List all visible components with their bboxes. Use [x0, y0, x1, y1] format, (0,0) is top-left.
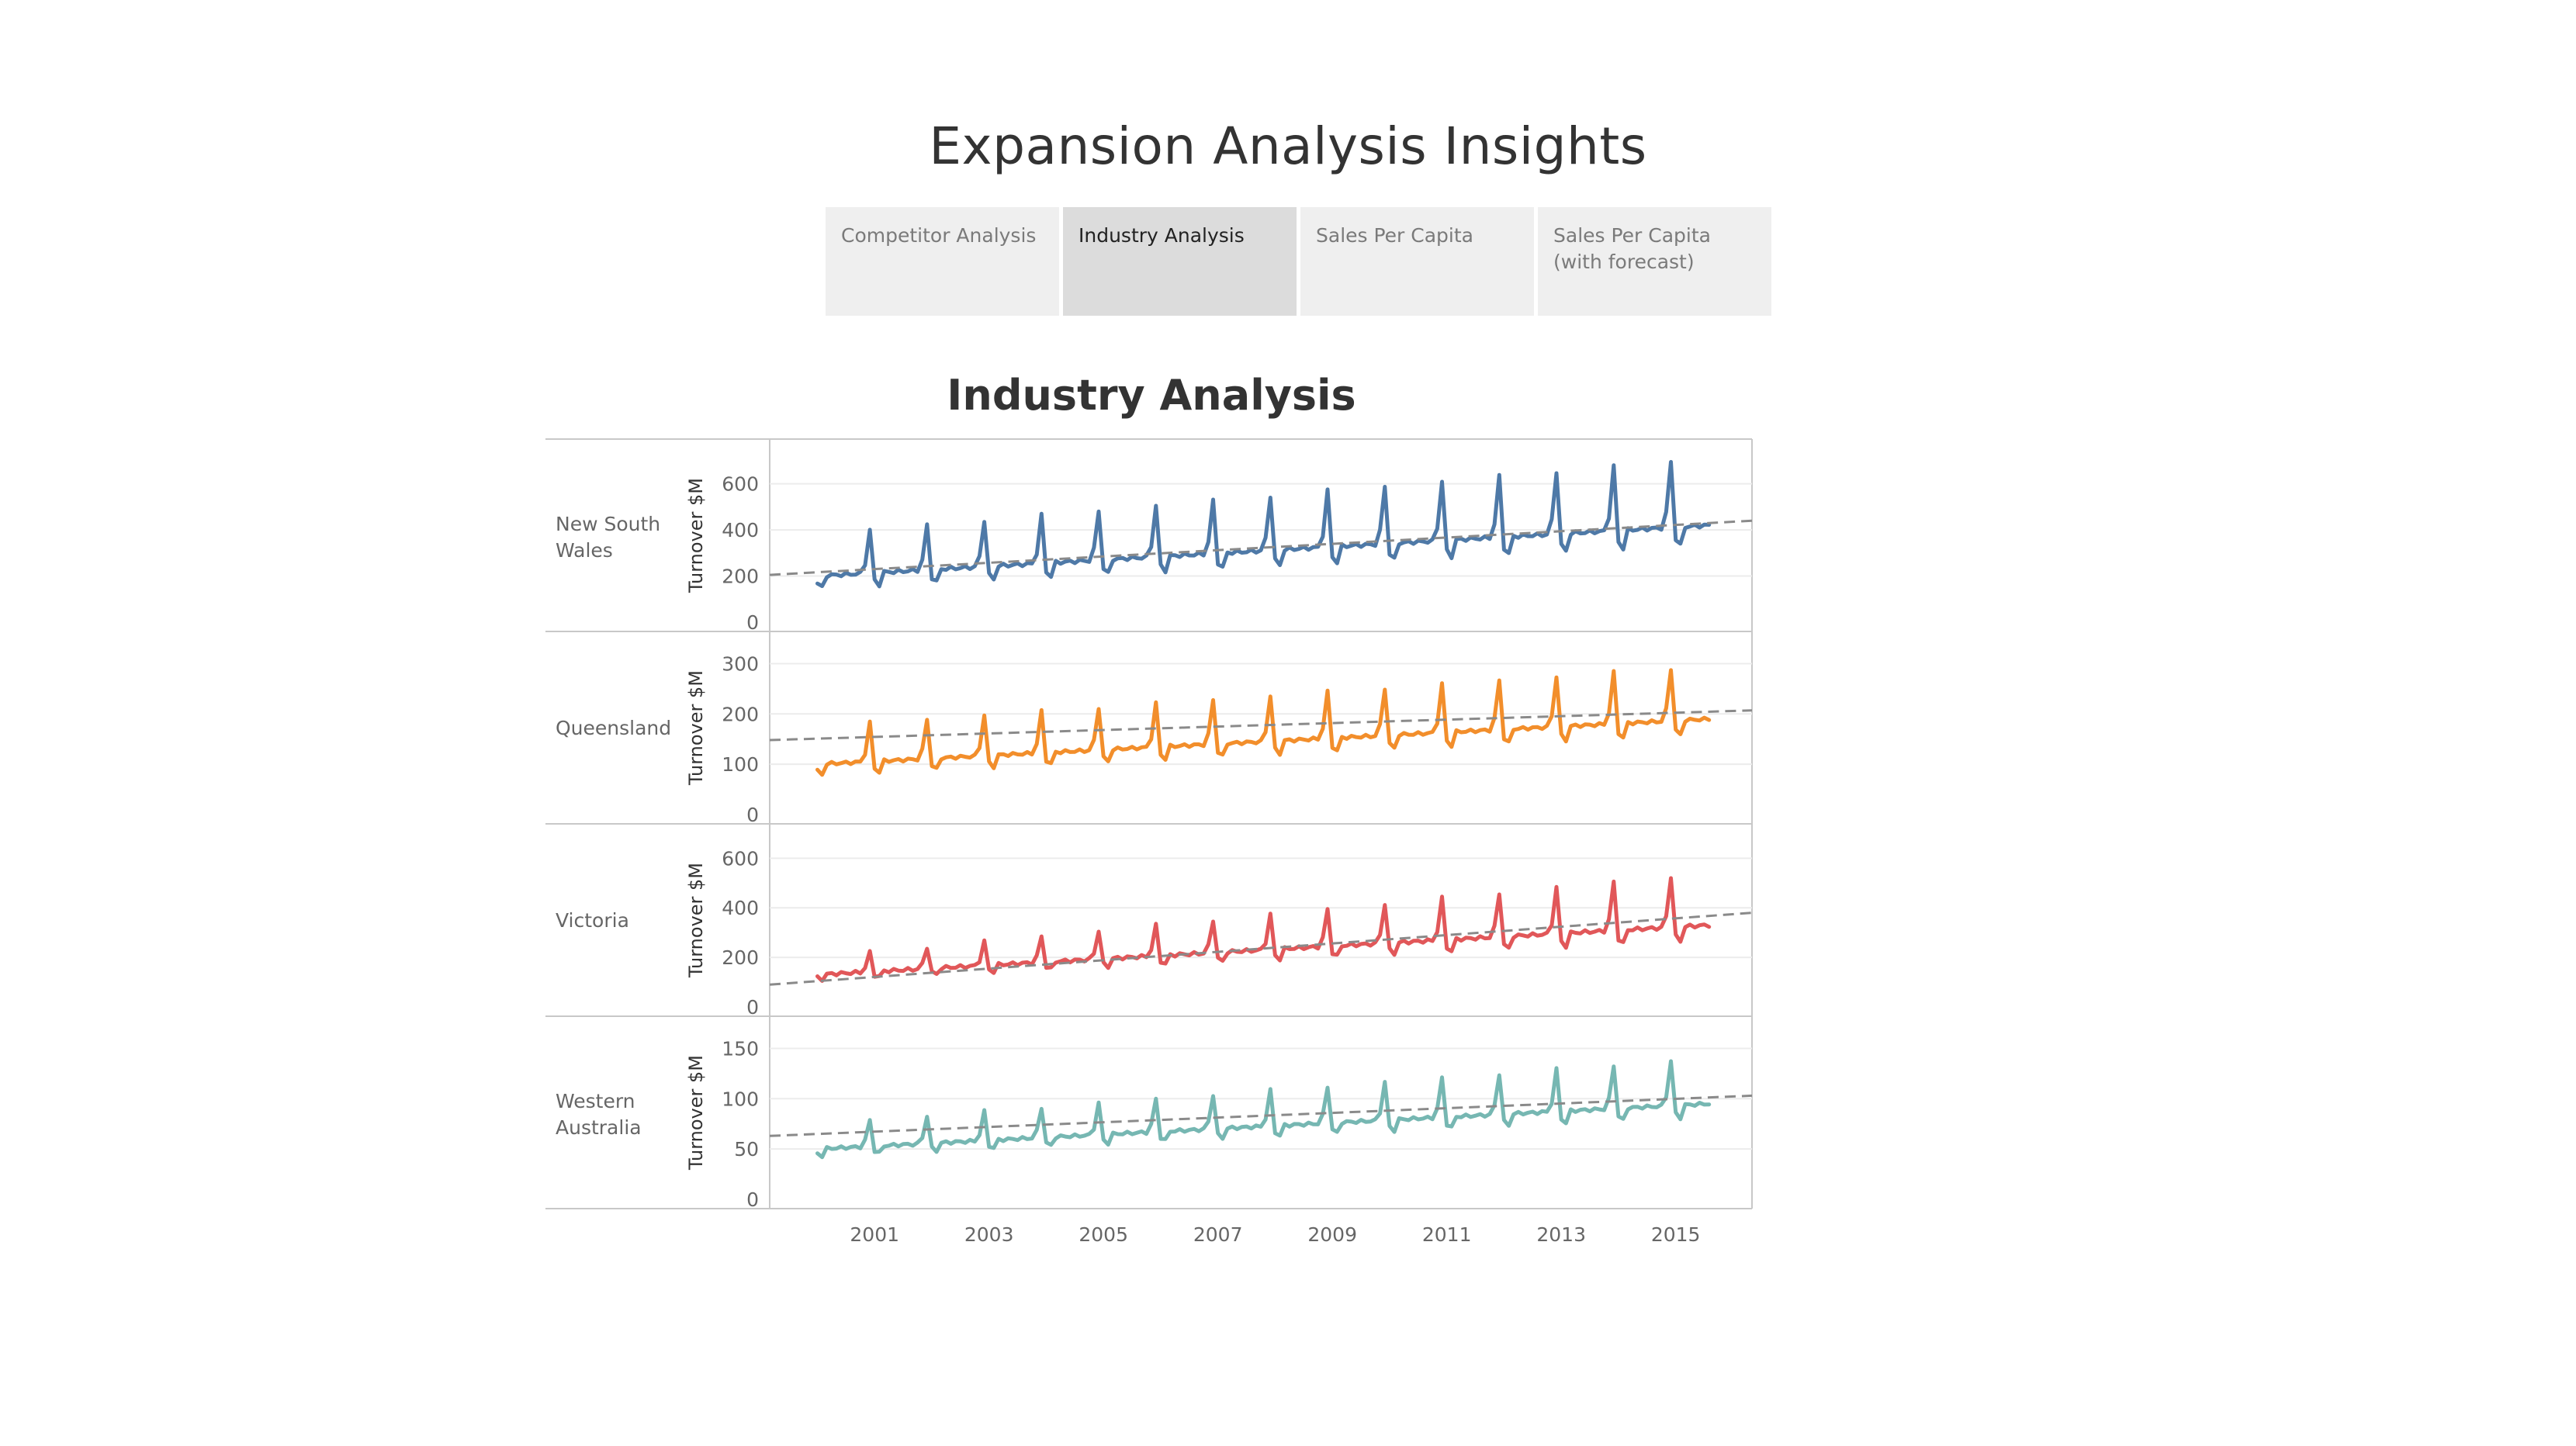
y-axis-title: Turnover $M	[685, 670, 707, 786]
trend-line-western-australia	[769, 1094, 1753, 1137]
y-tick-label: 200	[722, 946, 759, 969]
x-tick-label: 2011	[1422, 1223, 1472, 1246]
x-tick-label: 2015	[1651, 1223, 1701, 1246]
series-line-queensland	[815, 668, 1712, 777]
y-axis-title: Turnover $M	[685, 863, 707, 978]
row-label-victoria: Victoria	[556, 909, 629, 932]
y-tick-label: 50	[734, 1138, 759, 1161]
x-tick-label: 2007	[1193, 1223, 1243, 1246]
row-label-western-australia: Western Australia	[556, 1090, 642, 1139]
y-tick-label: 0	[746, 611, 759, 634]
x-tick-label: 2003	[964, 1223, 1014, 1246]
y-tick-label: 100	[722, 753, 759, 776]
y-axis-title: Turnover $M	[685, 1055, 707, 1171]
x-tick-label: 2009	[1307, 1223, 1357, 1246]
tab-sales-per-capita-forecast[interactable]: Sales Per Capita (with forecast)	[1538, 207, 1771, 316]
y-tick-label: 150	[722, 1037, 759, 1060]
row-label-queensland: Queensland	[556, 717, 671, 739]
y-tick-label: 0	[746, 804, 759, 826]
x-tick-label: 2001	[850, 1223, 899, 1246]
app-title: Expansion Analysis Insights	[929, 116, 1647, 176]
y-tick-label: 400	[722, 897, 759, 919]
trend-line-queensland	[769, 709, 1753, 742]
tab-competitor-analysis[interactable]: Competitor Analysis	[826, 207, 1059, 316]
y-tick-label: 0	[746, 1188, 759, 1211]
y-tick-label: 300	[722, 652, 759, 675]
tab-industry-analysis[interactable]: Industry Analysis	[1063, 207, 1297, 316]
y-tick-label: 200	[722, 703, 759, 725]
tab-sales-per-capita[interactable]: Sales Per Capita	[1300, 207, 1534, 316]
trend-line-new-south-wales	[769, 519, 1753, 576]
x-tick-label: 2013	[1536, 1223, 1586, 1246]
series-line-new-south-wales	[815, 460, 1712, 589]
series-line-victoria	[815, 876, 1712, 983]
dashboard-tabs: Competitor Analysis Industry Analysis Sa…	[826, 207, 1771, 316]
y-tick-label: 200	[722, 566, 759, 588]
row-label-new-south-wales: New South Wales	[556, 513, 660, 562]
x-tick-label: 2005	[1079, 1223, 1128, 1246]
trend-line-victoria	[769, 912, 1753, 986]
chart-title: Industry Analysis	[947, 371, 1356, 420]
y-tick-label: 0	[746, 996, 759, 1019]
y-tick-label: 600	[722, 473, 759, 496]
series-line-western-australia	[815, 1059, 1712, 1160]
y-axis-title: Turnover $M	[685, 478, 707, 593]
y-tick-label: 400	[722, 519, 759, 541]
y-tick-label: 600	[722, 847, 759, 870]
y-tick-label: 100	[722, 1088, 759, 1110]
